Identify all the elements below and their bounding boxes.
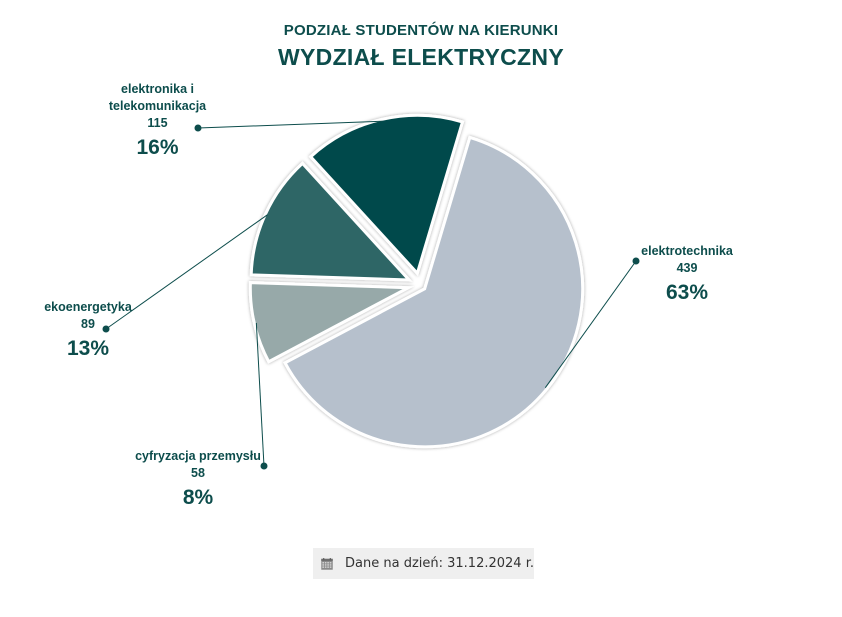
slice-value: 89 [81,317,95,331]
slice-label-ekoenergetyka: ekoenergetyka 89 13% [28,299,148,363]
slice-elektronika [308,113,465,277]
leader-elektrotechnika-dot [632,257,640,265]
slice-percent: 16% [136,136,179,159]
slice-percent: 13% [66,337,110,360]
data-date-badge: Dane na dzień: 31.12.2024 r. [313,548,534,579]
slice-category: elektronika i telekomunikacja [108,82,207,113]
leader-cyfryzacja-dot [260,462,268,470]
leader-ekoenergetyka-dot [102,325,110,333]
slice-label-elektronika: elektronika i telekomunikacja 115 16% [95,81,220,162]
slice-category: ekoenergetyka [44,300,132,314]
chart-subtitle: WYDZIAŁ ELEKTRYCZNY [278,44,564,70]
slice-value: 439 [676,261,698,275]
slice-label-elektrotechnika: elektrotechnika 439 63% [622,243,752,307]
slice-value: 58 [191,466,205,480]
slice-category: elektrotechnika [641,244,733,258]
slice-value: 115 [147,116,168,130]
slice-cyfryzacja [248,281,414,364]
calendar-icon [321,557,333,570]
slice-elektrotechnika [283,135,585,449]
slice-category: cyfryzacja przemysłu [135,449,261,463]
slice-percent: 8% [182,486,214,509]
leader-cyfryzacja [255,322,265,467]
data-date-text: Dane na dzień: 31.12.2024 r. [345,556,534,571]
slice-ekoenergetyka [249,161,413,282]
chart-title: PODZIAŁ STUDENTÓW NA KIERUNKI [283,22,559,39]
slice-percent: 63% [665,281,709,304]
slice-label-cyfryzacja: cyfryzacja przemysłu 58 8% [118,448,278,512]
leader-elektrotechnika [544,260,637,388]
leader-elektronika [197,120,383,129]
leader-ekoenergetyka [105,214,268,330]
leader-elektronika-dot [194,124,202,132]
